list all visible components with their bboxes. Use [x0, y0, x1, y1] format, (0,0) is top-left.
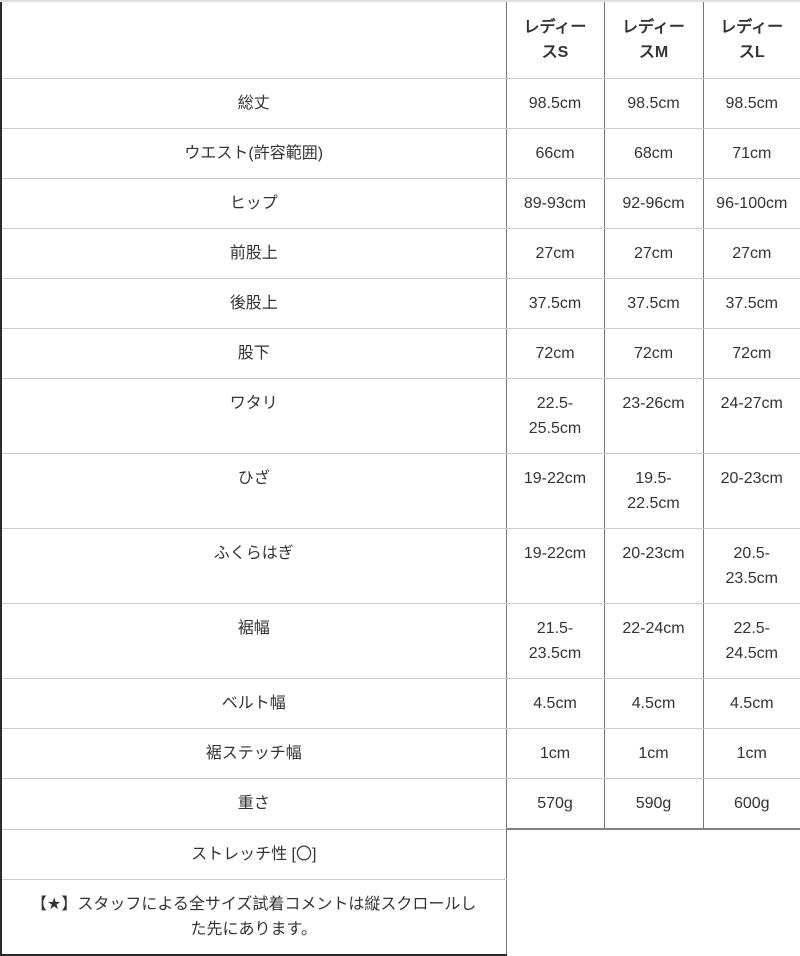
- size-value-cell: 22-24cm: [603, 603, 703, 679]
- table-row: ベルト幅 4.5cm 4.5cm 4.5cm: [0, 678, 800, 729]
- size-value-cell: 19.5-22.5cm: [603, 453, 703, 529]
- row-label-cell: ふくらはぎ: [0, 528, 506, 604]
- size-value-cell: 37.5cm: [603, 278, 703, 329]
- size-value-cell: 4.5cm: [702, 678, 800, 729]
- table-row: ひざ 19-22cm 19.5-22.5cm 20-23cm: [0, 453, 800, 529]
- size-value-cell: 590g: [603, 778, 703, 830]
- size-value-cell: 89-93cm: [505, 178, 604, 229]
- staff-comment-note-cell: 【★】スタッフによる全サイズ試着コメントは縦スクロールした先にあります。: [0, 879, 507, 956]
- size-value-cell: 23-26cm: [603, 378, 703, 454]
- size-value-cell: 570g: [505, 778, 604, 830]
- size-value-cell: 600g: [702, 778, 800, 830]
- row-label-cell: ワタリ: [0, 378, 506, 454]
- table-header: レディースS レディースM レディースL: [0, 0, 800, 79]
- size-value-cell: 37.5cm: [702, 278, 800, 329]
- row-label-cell: 股下: [0, 328, 506, 379]
- stretch-row: ストレッチ性 [〇]: [0, 829, 800, 955]
- size-value-cell: 27cm: [702, 228, 800, 279]
- size-value-cell: 71cm: [702, 128, 800, 179]
- size-value-cell: 72cm: [505, 328, 604, 379]
- row-label-cell: 後股上: [0, 278, 506, 329]
- table-row: 総丈 98.5cm 98.5cm 98.5cm: [0, 78, 800, 129]
- size-value-cell: 20-23cm: [702, 453, 800, 529]
- size-value-cell: 4.5cm: [603, 678, 703, 729]
- size-value-cell: 20.5-23.5cm: [702, 528, 800, 604]
- table-body: 総丈 98.5cm 98.5cm 98.5cm ウエスト(許容範囲) 66cm 68cm 71…: [0, 78, 800, 830]
- size-value-cell: 19-22cm: [505, 528, 604, 604]
- row-label-cell: ヒップ: [0, 178, 506, 229]
- row-label-cell: ベルト幅: [0, 678, 506, 729]
- header-size-m: レディースM: [603, 0, 703, 79]
- row-label-cell: ひざ: [0, 453, 506, 529]
- size-value-cell: 72cm: [603, 328, 703, 379]
- size-value-cell: 37.5cm: [505, 278, 604, 329]
- table-row: ヒップ 89-93cm 92-96cm 96-100cm: [0, 178, 800, 229]
- size-value-cell: 22.5-25.5cm: [505, 378, 604, 454]
- row-label-cell: 総丈: [0, 78, 506, 129]
- table-row: ワタリ 22.5-25.5cm 23-26cm 24-27cm: [0, 378, 800, 454]
- size-value-cell: 98.5cm: [702, 78, 800, 129]
- row-label-cell: 重さ: [0, 778, 506, 830]
- size-value-cell: 27cm: [603, 228, 703, 279]
- size-value-cell: 21.5-23.5cm: [505, 603, 604, 679]
- size-value-cell: 1cm: [603, 728, 703, 779]
- size-value-cell: 20-23cm: [603, 528, 703, 604]
- size-value-cell: 1cm: [702, 728, 800, 779]
- table-row: ウエスト(許容範囲) 66cm 68cm 71cm: [0, 128, 800, 179]
- size-value-cell: 1cm: [505, 728, 604, 779]
- empty-area: [506, 829, 800, 955]
- size-value-cell: 92-96cm: [603, 178, 703, 229]
- size-value-cell: 96-100cm: [702, 178, 800, 229]
- size-value-cell: 4.5cm: [505, 678, 604, 729]
- note-row: 【★】スタッフによる全サイズ試着コメントは縦スクロールした先にあります。: [0, 879, 800, 956]
- header-size-s: レディースS: [505, 0, 604, 79]
- header-size-l: レディースL: [702, 0, 800, 79]
- header-empty-cell: [0, 0, 506, 79]
- size-value-cell: 72cm: [702, 328, 800, 379]
- table-row: 裾ステッチ幅 1cm 1cm 1cm: [0, 728, 800, 779]
- size-value-cell: 98.5cm: [505, 78, 604, 129]
- size-value-cell: 24-27cm: [702, 378, 800, 454]
- row-label-cell: 前股上: [0, 228, 506, 279]
- table-row: 後股上 37.5cm 37.5cm 37.5cm: [0, 278, 800, 329]
- size-value-cell: 22.5-24.5cm: [702, 603, 800, 679]
- row-label-cell: ウエスト(許容範囲): [0, 128, 506, 179]
- table-row: 裾幅 21.5-23.5cm 22-24cm 22.5-24.5cm: [0, 603, 800, 679]
- size-value-cell: 68cm: [603, 128, 703, 179]
- size-value-cell: 27cm: [505, 228, 604, 279]
- size-value-cell: 66cm: [505, 128, 604, 179]
- stretch-label-cell: ストレッチ性 [〇]: [0, 829, 507, 880]
- table-row: 股下 72cm 72cm 72cm: [0, 328, 800, 379]
- table-row: 重さ 570g 590g 600g: [0, 778, 800, 830]
- table-footer: ストレッチ性 [〇] 【★】スタッフによる全サイズ試着コメントは縦スクロールした…: [0, 829, 800, 956]
- table-row: ふくらはぎ 19-22cm 20-23cm 20.5-23.5cm: [0, 528, 800, 604]
- header-row: レディースS レディースM レディースL: [0, 0, 800, 79]
- size-value-cell: 19-22cm: [505, 453, 604, 529]
- size-value-cell: 98.5cm: [603, 78, 703, 129]
- row-label-cell: 裾ステッチ幅: [0, 728, 506, 779]
- table-row: 前股上 27cm 27cm 27cm: [0, 228, 800, 279]
- row-label-cell: 裾幅: [0, 603, 506, 679]
